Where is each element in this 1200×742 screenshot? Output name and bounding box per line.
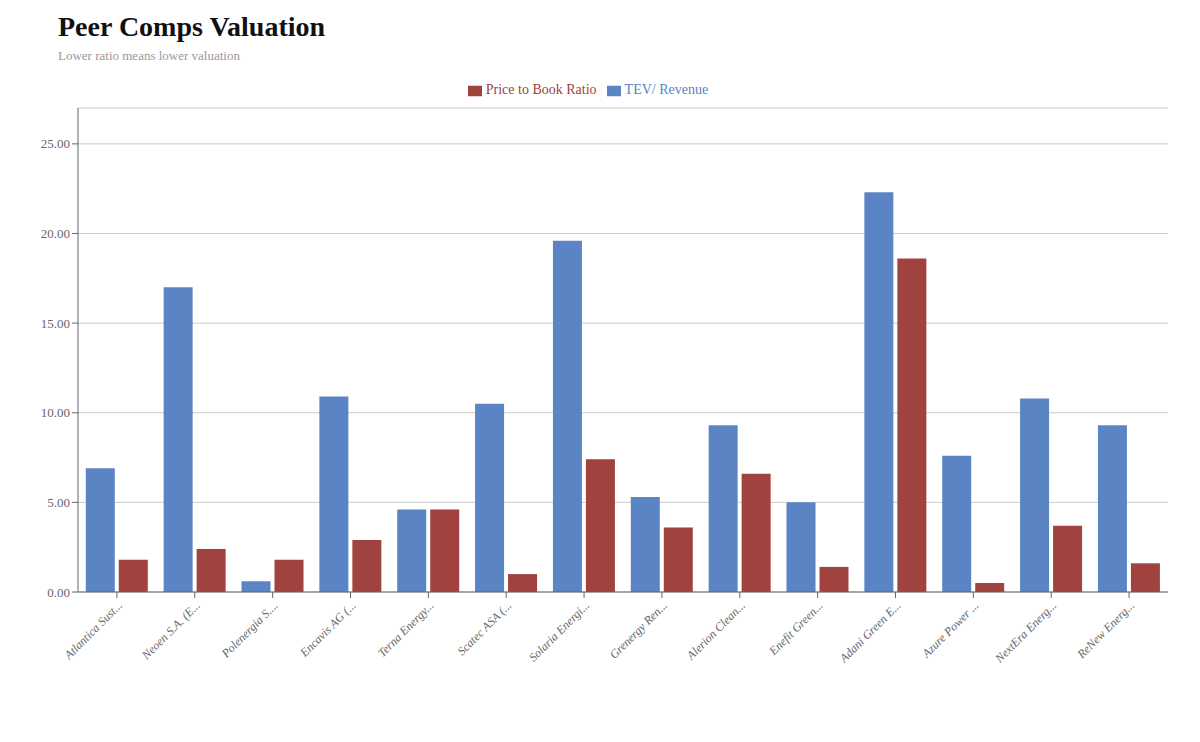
svg-text:Atlantica Sust...: Atlantica Sust... [61,598,125,662]
html-text:TEV/ Revenue: TEV/ Revenue [624,82,709,97]
svg-text:Solaria Energi...: Solaria Energi... [526,598,592,664]
svg-text:Scatec ASA (...: Scatec ASA (... [455,598,515,658]
html-text:Lower ratio means lower valuat: Lower ratio means lower valuation [58,48,240,63]
svg-text:5.00: 5.00 [47,495,70,510]
svg-text:Azure Power ...: Azure Power ... [919,598,982,661]
svg-text:Neoen S.A. (E...: Neoen S.A. (E... [138,598,203,663]
html-text:Peer Comps Valuation: Peer Comps Valuation [58,11,326,42]
svg-text:Grenergy Ren...: Grenergy Ren... [607,598,670,661]
svg-text:NextEra Energ...: NextEra Energ... [992,598,1060,666]
svg-text:15.00: 15.00 [41,316,70,331]
svg-text:ReNew Energ...: ReNew Energ... [1074,598,1138,662]
svg-text:0.00: 0.00 [47,585,70,600]
svg-text:Encavis AG (...: Encavis AG (... [297,598,359,660]
svg-text:Enefit Green...: Enefit Green... [766,598,826,658]
svg-text:Adani Green E...: Adani Green E... [836,598,904,666]
html-text:Price to Book Ratio: Price to Book Ratio [485,82,597,97]
svg-text:10.00: 10.00 [41,405,70,420]
svg-text:20.00: 20.00 [41,226,70,241]
svg-text:Alerion Clean...: Alerion Clean... [683,598,748,663]
svg-text:Polenergia S....: Polenergia S.... [218,598,281,661]
svg-text:Terna Energy...: Terna Energy... [375,598,437,660]
svg-text:25.00: 25.00 [41,136,70,151]
